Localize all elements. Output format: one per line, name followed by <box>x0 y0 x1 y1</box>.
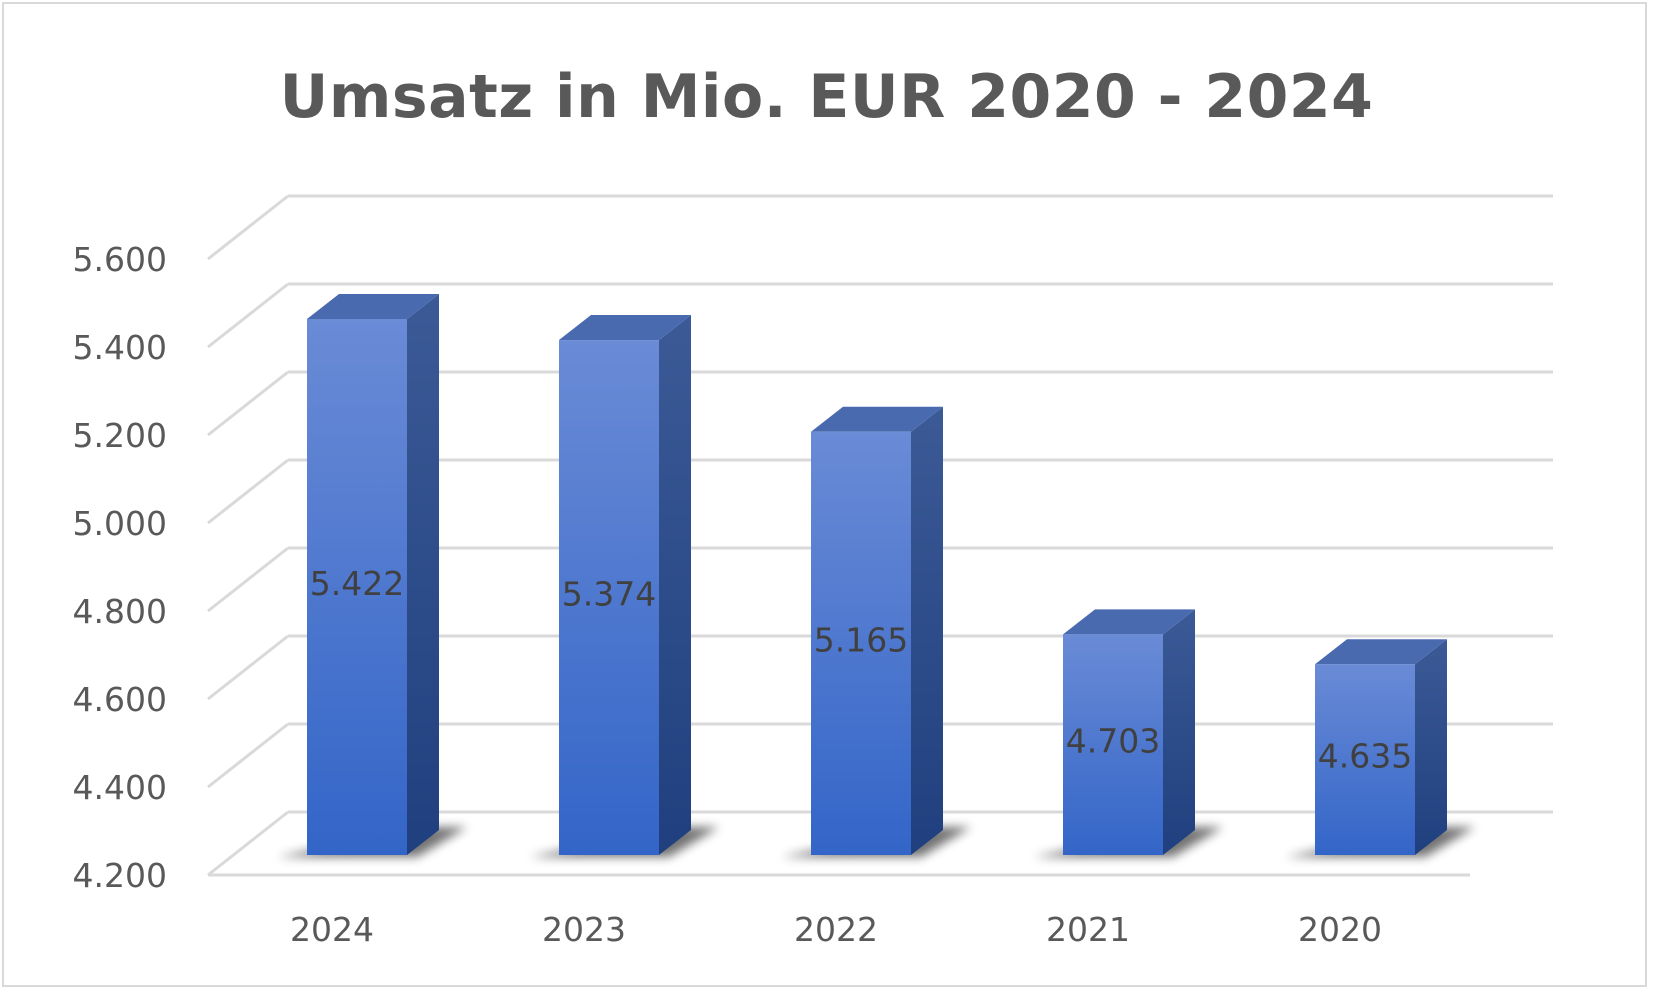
bar-side <box>1415 639 1447 855</box>
x-category-label: 2022 <box>794 910 878 949</box>
y-tick-label: 4.200 <box>73 856 167 895</box>
bar-top <box>559 315 691 341</box>
y-tick-label: 5.600 <box>73 240 167 279</box>
gridline-depth <box>207 370 289 437</box>
y-tick-label: 4.800 <box>73 592 167 631</box>
bar-front <box>559 340 659 855</box>
gridline-depth <box>207 634 289 701</box>
bar-2024: 5.422 <box>277 294 467 857</box>
bar-front <box>1315 664 1415 855</box>
bar-side <box>911 406 943 855</box>
x-axis-categories: 2024 2023 2022 2021 2020 <box>290 910 1382 949</box>
x-category-label: 2021 <box>1046 910 1130 949</box>
gridline-depth <box>207 810 289 877</box>
gridline-depth <box>207 194 289 261</box>
x-category-label: 2023 <box>542 910 626 949</box>
chart-title: Umsatz in Mio. EUR 2020 - 2024 <box>279 62 1374 132</box>
bar-side <box>1163 609 1195 855</box>
bar-top <box>1063 609 1195 635</box>
bars: 5.422 5.374 5.165 4.703 4.635 <box>277 294 1475 857</box>
y-tick-label: 4.400 <box>73 768 167 807</box>
bar-2021: 4.703 <box>1033 609 1223 857</box>
y-tick-label: 4.600 <box>73 680 167 719</box>
data-label: 4.703 <box>1066 722 1160 761</box>
y-axis-ticks: 4.200 4.400 4.600 4.800 5.000 5.200 5.400 5.600 <box>73 240 167 895</box>
gridline-depth <box>207 282 289 349</box>
bar-front <box>811 431 911 855</box>
bar-2022: 5.165 <box>781 406 971 857</box>
bar-top <box>811 406 943 432</box>
x-category-label: 2024 <box>290 910 374 949</box>
data-label: 5.422 <box>310 564 404 603</box>
bar-2020: 4.635 <box>1285 639 1475 857</box>
y-tick-label: 5.000 <box>73 504 167 543</box>
bar-side <box>407 294 439 855</box>
gridline-depth <box>207 722 289 789</box>
y-tick-label: 5.200 <box>73 416 167 455</box>
data-label: 5.374 <box>562 575 656 614</box>
y-tick-label: 5.400 <box>73 328 167 367</box>
data-label: 5.165 <box>814 620 908 659</box>
bar-front <box>1063 634 1163 855</box>
gridline-depth <box>207 458 289 525</box>
bar-front <box>307 319 407 855</box>
bar-top <box>307 294 439 319</box>
data-label: 4.635 <box>1318 737 1412 776</box>
bar-2023: 5.374 <box>529 315 719 857</box>
gridline-depth <box>207 546 289 613</box>
bar-top <box>1315 639 1447 665</box>
x-category-label: 2020 <box>1298 910 1382 949</box>
bar-side <box>659 315 691 855</box>
